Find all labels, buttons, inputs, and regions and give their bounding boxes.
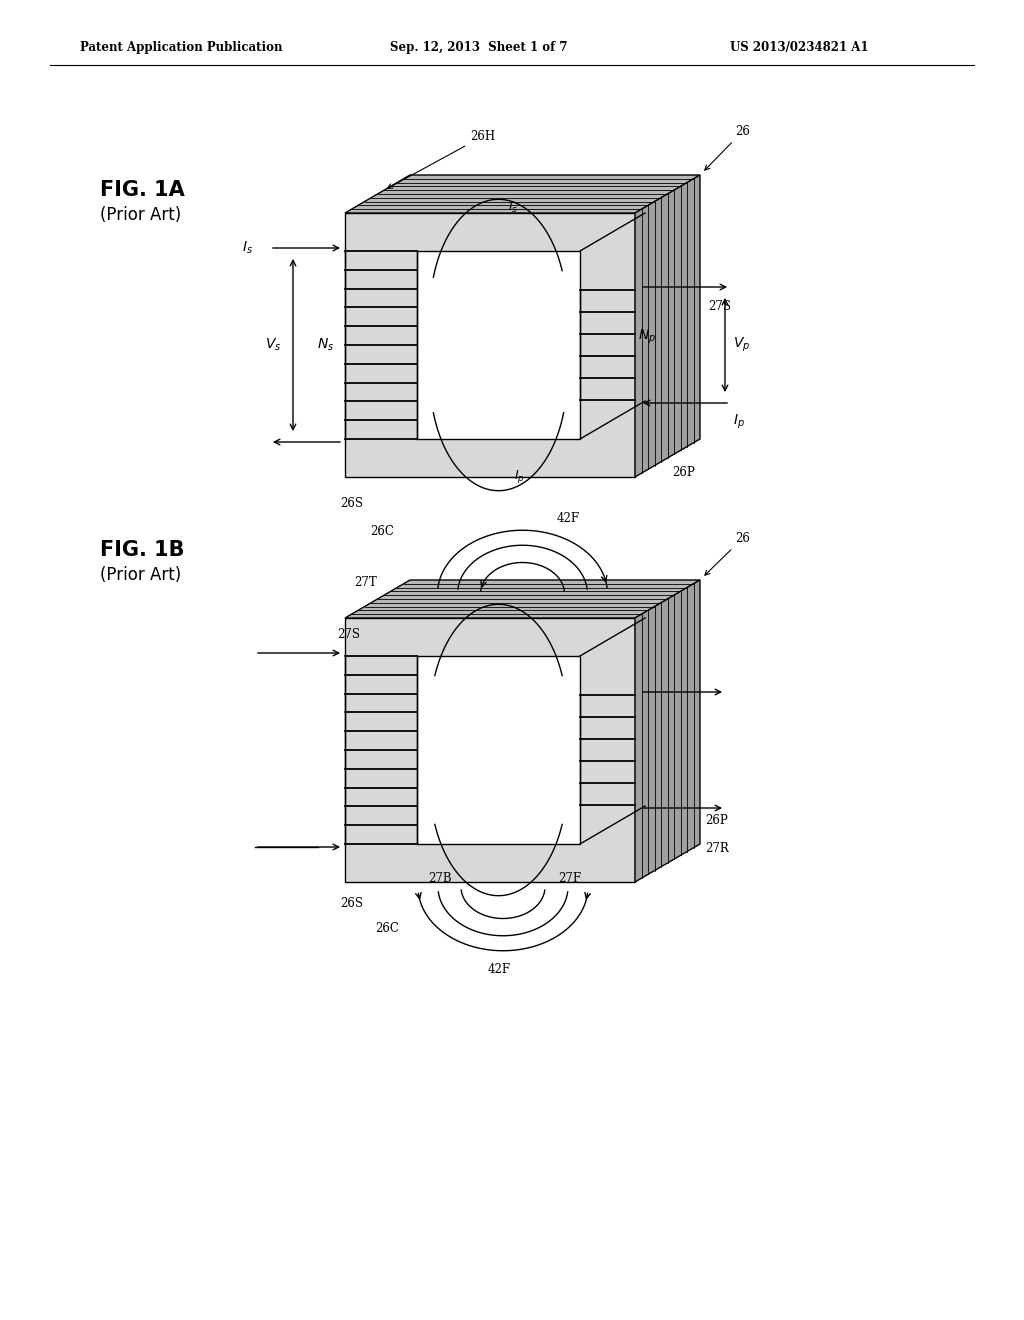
Polygon shape — [635, 176, 700, 477]
Text: FIG. 1A: FIG. 1A — [100, 180, 184, 201]
Polygon shape — [635, 579, 700, 882]
Text: $N_s$: $N_s$ — [317, 337, 334, 354]
Text: $V_p$: $V_p$ — [733, 335, 751, 354]
Text: Patent Application Publication: Patent Application Publication — [80, 41, 283, 54]
Text: $I_s$: $I_s$ — [509, 201, 518, 215]
Text: $N_p$: $N_p$ — [638, 327, 656, 346]
Text: (Prior Art): (Prior Art) — [100, 206, 181, 224]
Text: 42F: 42F — [488, 962, 511, 975]
Text: 27B: 27B — [428, 873, 452, 884]
Text: 27T: 27T — [354, 577, 377, 590]
Text: 26P: 26P — [672, 466, 694, 479]
Polygon shape — [345, 579, 700, 618]
Text: FIG. 1B: FIG. 1B — [100, 540, 184, 560]
Text: 26S: 26S — [340, 898, 362, 909]
Text: 27R: 27R — [705, 842, 729, 855]
Text: (Prior Art): (Prior Art) — [100, 566, 181, 583]
Text: 27F: 27F — [558, 873, 582, 884]
Polygon shape — [417, 251, 580, 440]
Polygon shape — [345, 213, 635, 477]
Polygon shape — [345, 618, 635, 882]
Text: $V_s$: $V_s$ — [265, 337, 282, 354]
Text: 26C: 26C — [375, 921, 399, 935]
Text: 26C: 26C — [370, 525, 394, 539]
Text: 42F: 42F — [556, 512, 580, 525]
Text: 26: 26 — [705, 125, 750, 170]
Text: US 2013/0234821 A1: US 2013/0234821 A1 — [730, 41, 868, 54]
Text: 27S: 27S — [708, 300, 731, 313]
Text: 26S: 26S — [340, 498, 362, 510]
Text: 27S: 27S — [337, 628, 360, 642]
Text: $I_s$: $I_s$ — [242, 240, 253, 256]
Text: 26H: 26H — [387, 129, 496, 189]
Text: $I_p$: $I_p$ — [513, 467, 524, 484]
Text: Sep. 12, 2013  Sheet 1 of 7: Sep. 12, 2013 Sheet 1 of 7 — [390, 41, 567, 54]
Polygon shape — [345, 176, 700, 213]
Text: $I_p$: $I_p$ — [733, 413, 744, 432]
Text: 26: 26 — [705, 532, 750, 576]
Text: 26P: 26P — [705, 814, 728, 828]
Polygon shape — [417, 656, 580, 843]
